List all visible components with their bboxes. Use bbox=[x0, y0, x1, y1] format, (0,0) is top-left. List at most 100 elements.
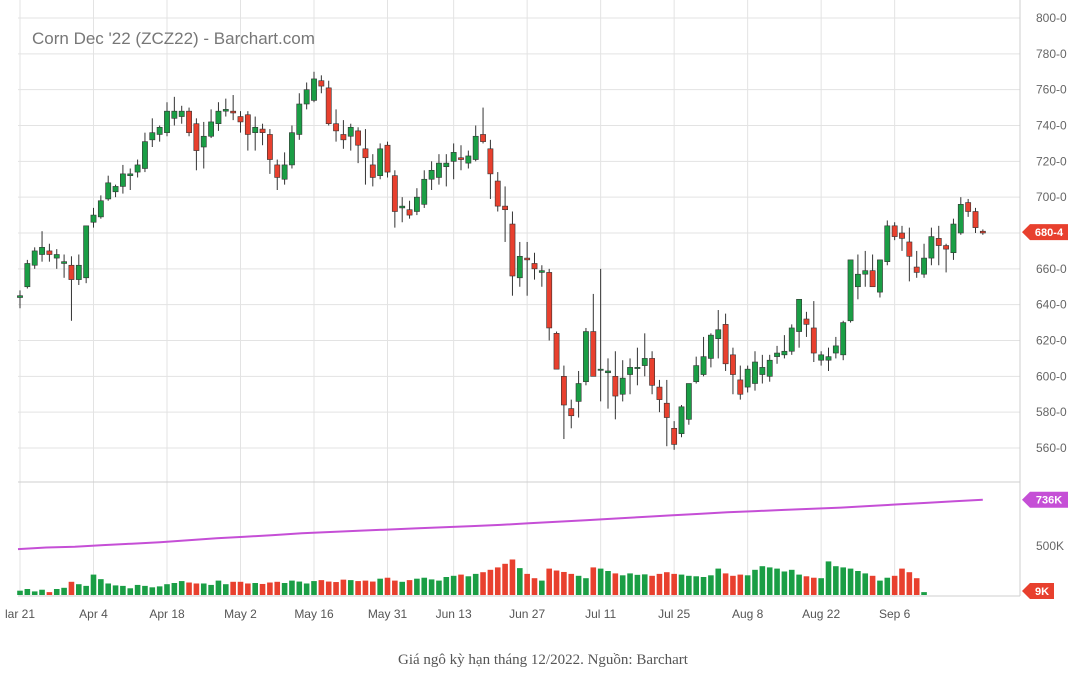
candle-body bbox=[700, 356, 707, 375]
candle-body bbox=[671, 427, 678, 445]
volume-bar bbox=[627, 573, 633, 595]
volume-bar bbox=[178, 581, 185, 595]
volume-bar bbox=[803, 576, 810, 595]
candle-body bbox=[450, 152, 457, 162]
volume-bar bbox=[891, 575, 898, 595]
time-tick-label: Jul 11 bbox=[585, 607, 616, 621]
volume-bar bbox=[406, 580, 413, 595]
candle-body bbox=[399, 205, 406, 209]
volume-bar bbox=[561, 571, 567, 595]
candle-body bbox=[480, 134, 486, 142]
candle-body bbox=[972, 211, 979, 228]
candle-body bbox=[384, 144, 391, 173]
candle-body bbox=[685, 383, 692, 420]
candle-body bbox=[906, 241, 913, 257]
candle-body bbox=[200, 135, 207, 148]
volume-bar bbox=[553, 570, 560, 595]
candle-body bbox=[149, 132, 156, 141]
time-tick-label: May 31 bbox=[368, 607, 408, 621]
time-tick-label: Jul 25 bbox=[658, 607, 690, 621]
candle-body bbox=[884, 225, 891, 262]
candle-body bbox=[759, 367, 766, 375]
candle-body bbox=[142, 141, 148, 169]
volume-bar bbox=[17, 590, 23, 595]
volume-bar bbox=[112, 585, 119, 595]
candle-body bbox=[222, 109, 229, 112]
candle-body bbox=[627, 367, 633, 375]
volume-bar bbox=[274, 581, 281, 595]
candle-body bbox=[289, 132, 295, 166]
volume-bar bbox=[774, 568, 780, 595]
volume-bar bbox=[421, 577, 428, 595]
volume-bar bbox=[318, 580, 325, 595]
volume-bar bbox=[568, 573, 575, 595]
time-tick-label: Sep 6 bbox=[879, 607, 911, 621]
price-chart: 800-0780-0760-0740-0720-0700-0680-0660-0… bbox=[0, 0, 1086, 650]
volume-last-label: 9K bbox=[1035, 586, 1049, 598]
volume-bar bbox=[443, 577, 450, 595]
volume-bar bbox=[531, 578, 538, 595]
candle-body bbox=[75, 264, 82, 280]
candle-body bbox=[406, 209, 413, 216]
candle-body bbox=[531, 263, 538, 270]
candle-body bbox=[494, 180, 501, 207]
candle-body bbox=[752, 361, 758, 384]
candle-body bbox=[832, 345, 839, 354]
volume-bar bbox=[605, 571, 611, 595]
candle-body bbox=[164, 110, 170, 133]
volume-bar bbox=[134, 584, 141, 595]
candle-body bbox=[583, 331, 589, 383]
volume-bar bbox=[781, 571, 788, 595]
volume-bar bbox=[855, 571, 861, 595]
time-tick-label: Apr 4 bbox=[79, 607, 108, 621]
volume-bar bbox=[788, 569, 795, 595]
candle-body bbox=[296, 103, 303, 135]
volume-bar bbox=[546, 568, 552, 595]
candle-body bbox=[928, 236, 935, 259]
volume-bar bbox=[737, 574, 744, 595]
volume-bar bbox=[671, 573, 677, 595]
candle-body bbox=[244, 114, 251, 135]
candle-body bbox=[311, 78, 317, 101]
candle-body bbox=[391, 175, 398, 212]
candle-body bbox=[325, 87, 332, 125]
volume-bar bbox=[590, 567, 597, 595]
volume-bar bbox=[465, 576, 472, 595]
candle-body bbox=[68, 264, 75, 280]
volume-bar bbox=[656, 573, 663, 595]
volume-bar bbox=[906, 572, 913, 595]
volume-bar bbox=[480, 572, 486, 595]
candle-body bbox=[634, 367, 641, 369]
volume-bar bbox=[840, 567, 846, 595]
volume-bar bbox=[142, 585, 148, 595]
candle-body bbox=[560, 376, 567, 406]
volume-bar bbox=[619, 575, 626, 595]
candle-body bbox=[105, 182, 112, 200]
candle-body bbox=[862, 270, 869, 275]
volume-bar bbox=[289, 580, 295, 595]
price-tick-label: 780-0 bbox=[1036, 47, 1067, 61]
volume-bar bbox=[428, 579, 435, 595]
chart-background bbox=[0, 0, 1086, 650]
candle-body bbox=[340, 134, 347, 141]
volume-bar bbox=[399, 581, 405, 595]
candle-body bbox=[193, 123, 200, 151]
volume-bar bbox=[223, 584, 229, 595]
chart-title: Corn Dec '22 (ZCZ22) - Barchart.com bbox=[32, 29, 315, 48]
volume-last-tag bbox=[1022, 583, 1054, 599]
price-tick-label: 640-0 bbox=[1036, 298, 1067, 312]
candle-body bbox=[575, 383, 582, 402]
volume-bar bbox=[333, 582, 339, 595]
candle-body bbox=[781, 350, 788, 356]
volume-bar bbox=[700, 577, 707, 595]
volume-bar bbox=[509, 559, 516, 595]
volume-bar bbox=[664, 572, 670, 595]
volume-bar bbox=[237, 581, 244, 595]
volume-bar bbox=[921, 592, 927, 595]
candle-body bbox=[281, 164, 288, 180]
candle-body bbox=[318, 80, 325, 87]
volume-bar bbox=[796, 574, 802, 595]
candle-body bbox=[707, 334, 714, 359]
candle-body bbox=[590, 331, 597, 377]
candle-body bbox=[24, 263, 31, 288]
